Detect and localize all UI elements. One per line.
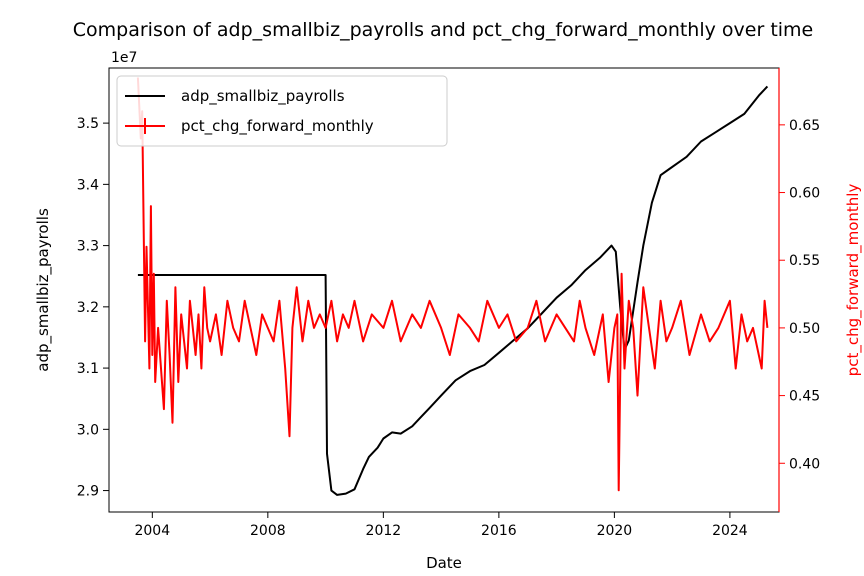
y-left-tick-label: 3.5	[77, 116, 99, 132]
y-right-tick-label: 0.55	[789, 253, 820, 269]
y-left-tick-label: 3.1	[77, 361, 99, 377]
x-tick-label: 2004	[134, 523, 170, 539]
legend-label-adp-smallbiz-payrolls: adp_smallbiz_payrolls	[181, 87, 345, 106]
x-tick-label: 2016	[481, 523, 517, 539]
y-right-tick-label: 0.60	[789, 186, 820, 202]
chart-title: Comparison of adp_smallbiz_payrolls and …	[73, 19, 814, 41]
x-axis-label: Date	[426, 554, 462, 572]
x-tick-label: 2012	[366, 523, 402, 539]
y-left-tick-label: 3.0	[77, 422, 99, 438]
legend-box	[116, 75, 448, 147]
series-line-pct-chg-forward-monthly	[136, 77, 769, 492]
y-right-tick-label: 0.40	[789, 456, 820, 472]
left-axis-offset-label: 1e7	[111, 50, 137, 66]
y-left-tick-label: 3.3	[77, 239, 99, 255]
y-right-tick-label: 0.65	[789, 118, 820, 134]
legend-label-pct-chg-forward-monthly: pct_chg_forward_monthly	[181, 117, 374, 136]
y-left-tick-label: 2.9	[77, 484, 99, 500]
left-axis-label: adp_smallbiz_payrolls	[34, 208, 53, 372]
x-tick-label: 2008	[250, 523, 286, 539]
legend: adp_smallbiz_payrolls pct_chg_forward_mo…	[116, 75, 448, 147]
x-tick-label: 2024	[712, 523, 748, 539]
x-tick-label: 2020	[597, 523, 633, 539]
y-right-tick-label: 0.50	[789, 321, 820, 337]
y-left-tick-label: 3.2	[77, 300, 99, 316]
y-left-tick-label: 3.4	[77, 177, 99, 193]
right-axis-label: pct_chg_forward_monthly	[844, 184, 863, 377]
series-line-adp-smallbiz-payrolls	[137, 85, 769, 496]
y-right-tick-label: 0.45	[789, 389, 820, 405]
